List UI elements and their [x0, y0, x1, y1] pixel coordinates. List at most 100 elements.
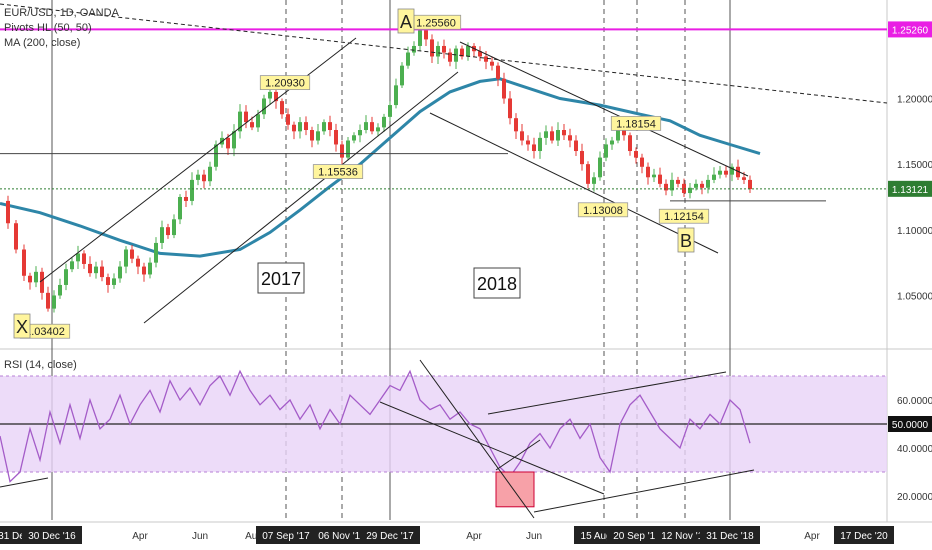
pivot-label-bg: [312, 164, 364, 179]
candle-body: [178, 196, 182, 220]
candle-body: [244, 111, 248, 123]
candle-body: [136, 258, 140, 267]
candle-body: [196, 174, 200, 180]
rsi-trend-4: [487, 371, 727, 415]
candle-body: [64, 269, 68, 285]
axis-layer: 1.05000 1.10000 1.15000 1.20000 1.25260 1.131…: [0, 21, 932, 544]
price-tick-label: 1.05000: [897, 291, 932, 302]
rsi-value-label: 50.0000: [892, 420, 929, 431]
candle-body: [268, 91, 272, 99]
candle-body: [508, 98, 512, 119]
year-box: [473, 267, 521, 299]
candle-body: [658, 174, 662, 184]
candle-body: [598, 157, 602, 178]
time-tick-label: 31 Dec '18: [706, 531, 754, 542]
symbol-label[interactable]: EUR/USD, 1D, OANDA: [4, 7, 119, 19]
pivots-indicator-label[interactable]: Pivots HL (50, 50): [4, 22, 92, 34]
candle-body: [568, 135, 572, 141]
candle-body: [118, 266, 122, 279]
current-price-label: 1.13121: [892, 185, 929, 196]
ma-indicator-label[interactable]: MA (200, close): [4, 37, 81, 49]
pivot-label: 1.03402: [25, 326, 65, 338]
candle-body: [502, 78, 506, 99]
candle-body: [58, 284, 62, 296]
pivot-label-bg: [658, 208, 710, 224]
pivot-label: 1.15536: [318, 167, 358, 179]
candle-body: [382, 116, 386, 128]
candle-body: [94, 266, 98, 274]
rsi-tick-label: 40.0000: [897, 444, 932, 455]
rsi-trend-6: [495, 439, 541, 471]
candle-body: [622, 127, 626, 136]
candle-body: [250, 122, 254, 128]
candle-body: [280, 101, 284, 115]
candle-body: [712, 174, 716, 180]
pivot-label: 1.20930: [265, 78, 305, 90]
price-tick-label: 1.20000: [897, 94, 932, 105]
time-tick-label: 30 Dec '16: [28, 531, 76, 542]
rsi-oversold-highlight: [495, 471, 535, 508]
time-tick-label: Aug: [245, 531, 263, 542]
time-tick-label: 20 Sep '18: [613, 531, 661, 542]
rsi-line: [0, 369, 751, 483]
candle-body: [400, 65, 404, 86]
candle-body: [634, 151, 638, 158]
candle-body: [442, 45, 446, 53]
time-tick-bg: [700, 526, 760, 544]
candle-body: [316, 131, 320, 141]
candle-body: [292, 124, 296, 132]
pivot-label-bg: [610, 115, 662, 131]
candle-body: [340, 144, 344, 158]
rsi-value-badge: [888, 416, 932, 432]
price-tick-label: 1.15000: [897, 160, 932, 171]
time-tick-label: 12 Nov '18: [661, 531, 709, 542]
2017-2018-dashed-trendline: [0, 3, 888, 104]
candle-body: [70, 261, 74, 270]
candle-body: [202, 174, 206, 182]
candle-body: [490, 61, 494, 66]
year-label: 2017: [261, 269, 301, 289]
candle-body: [550, 131, 554, 141]
pivot-label: 1.18154: [616, 118, 656, 130]
candle-body: [370, 122, 374, 132]
candle-body: [538, 137, 542, 152]
candle-body: [286, 114, 290, 125]
time-tick-bg: [312, 526, 372, 544]
pattern-point-a: A: [400, 12, 412, 32]
candle-body: [664, 183, 668, 191]
pattern-point-bg: [677, 227, 695, 253]
pattern-point-x: X: [16, 317, 28, 337]
resistance-price-label: 1.25260: [892, 25, 929, 36]
candle-body: [256, 114, 260, 128]
candle-body: [478, 51, 482, 57]
candle-body: [616, 127, 620, 141]
pivot-label: 1.25560: [416, 17, 456, 29]
candle-body: [232, 131, 236, 149]
candle-body: [610, 140, 614, 145]
candle-body: [526, 140, 530, 145]
candle-body: [460, 48, 464, 57]
candle-body: [592, 177, 596, 184]
candle-body: [586, 164, 590, 184]
candle-body: [646, 166, 650, 178]
resistance-price-badge: [888, 21, 932, 38]
candle-body: [652, 174, 656, 178]
rsi-indicator-label[interactable]: RSI (14, close): [4, 359, 77, 371]
year-label: 2018: [477, 274, 517, 294]
time-tick-bg: [256, 526, 316, 544]
pivot-label-bg: [577, 202, 629, 218]
candle-body: [406, 52, 410, 66]
candle-body: [46, 292, 50, 309]
time-tick-bg: [607, 526, 667, 544]
candle-body: [34, 271, 38, 283]
pivot-label: 1.12154: [664, 211, 704, 223]
candle-body: [628, 135, 632, 152]
candlestick-layer: [6, 25, 752, 313]
time-tick-label: 15 Aug '18: [581, 531, 628, 542]
candle-body: [748, 179, 752, 190]
rsi-layer: [0, 359, 887, 519]
candle-body: [124, 249, 128, 267]
ma-200-line: [0, 77, 761, 258]
candle-body: [676, 179, 680, 184]
current-price-badge: [888, 180, 932, 197]
